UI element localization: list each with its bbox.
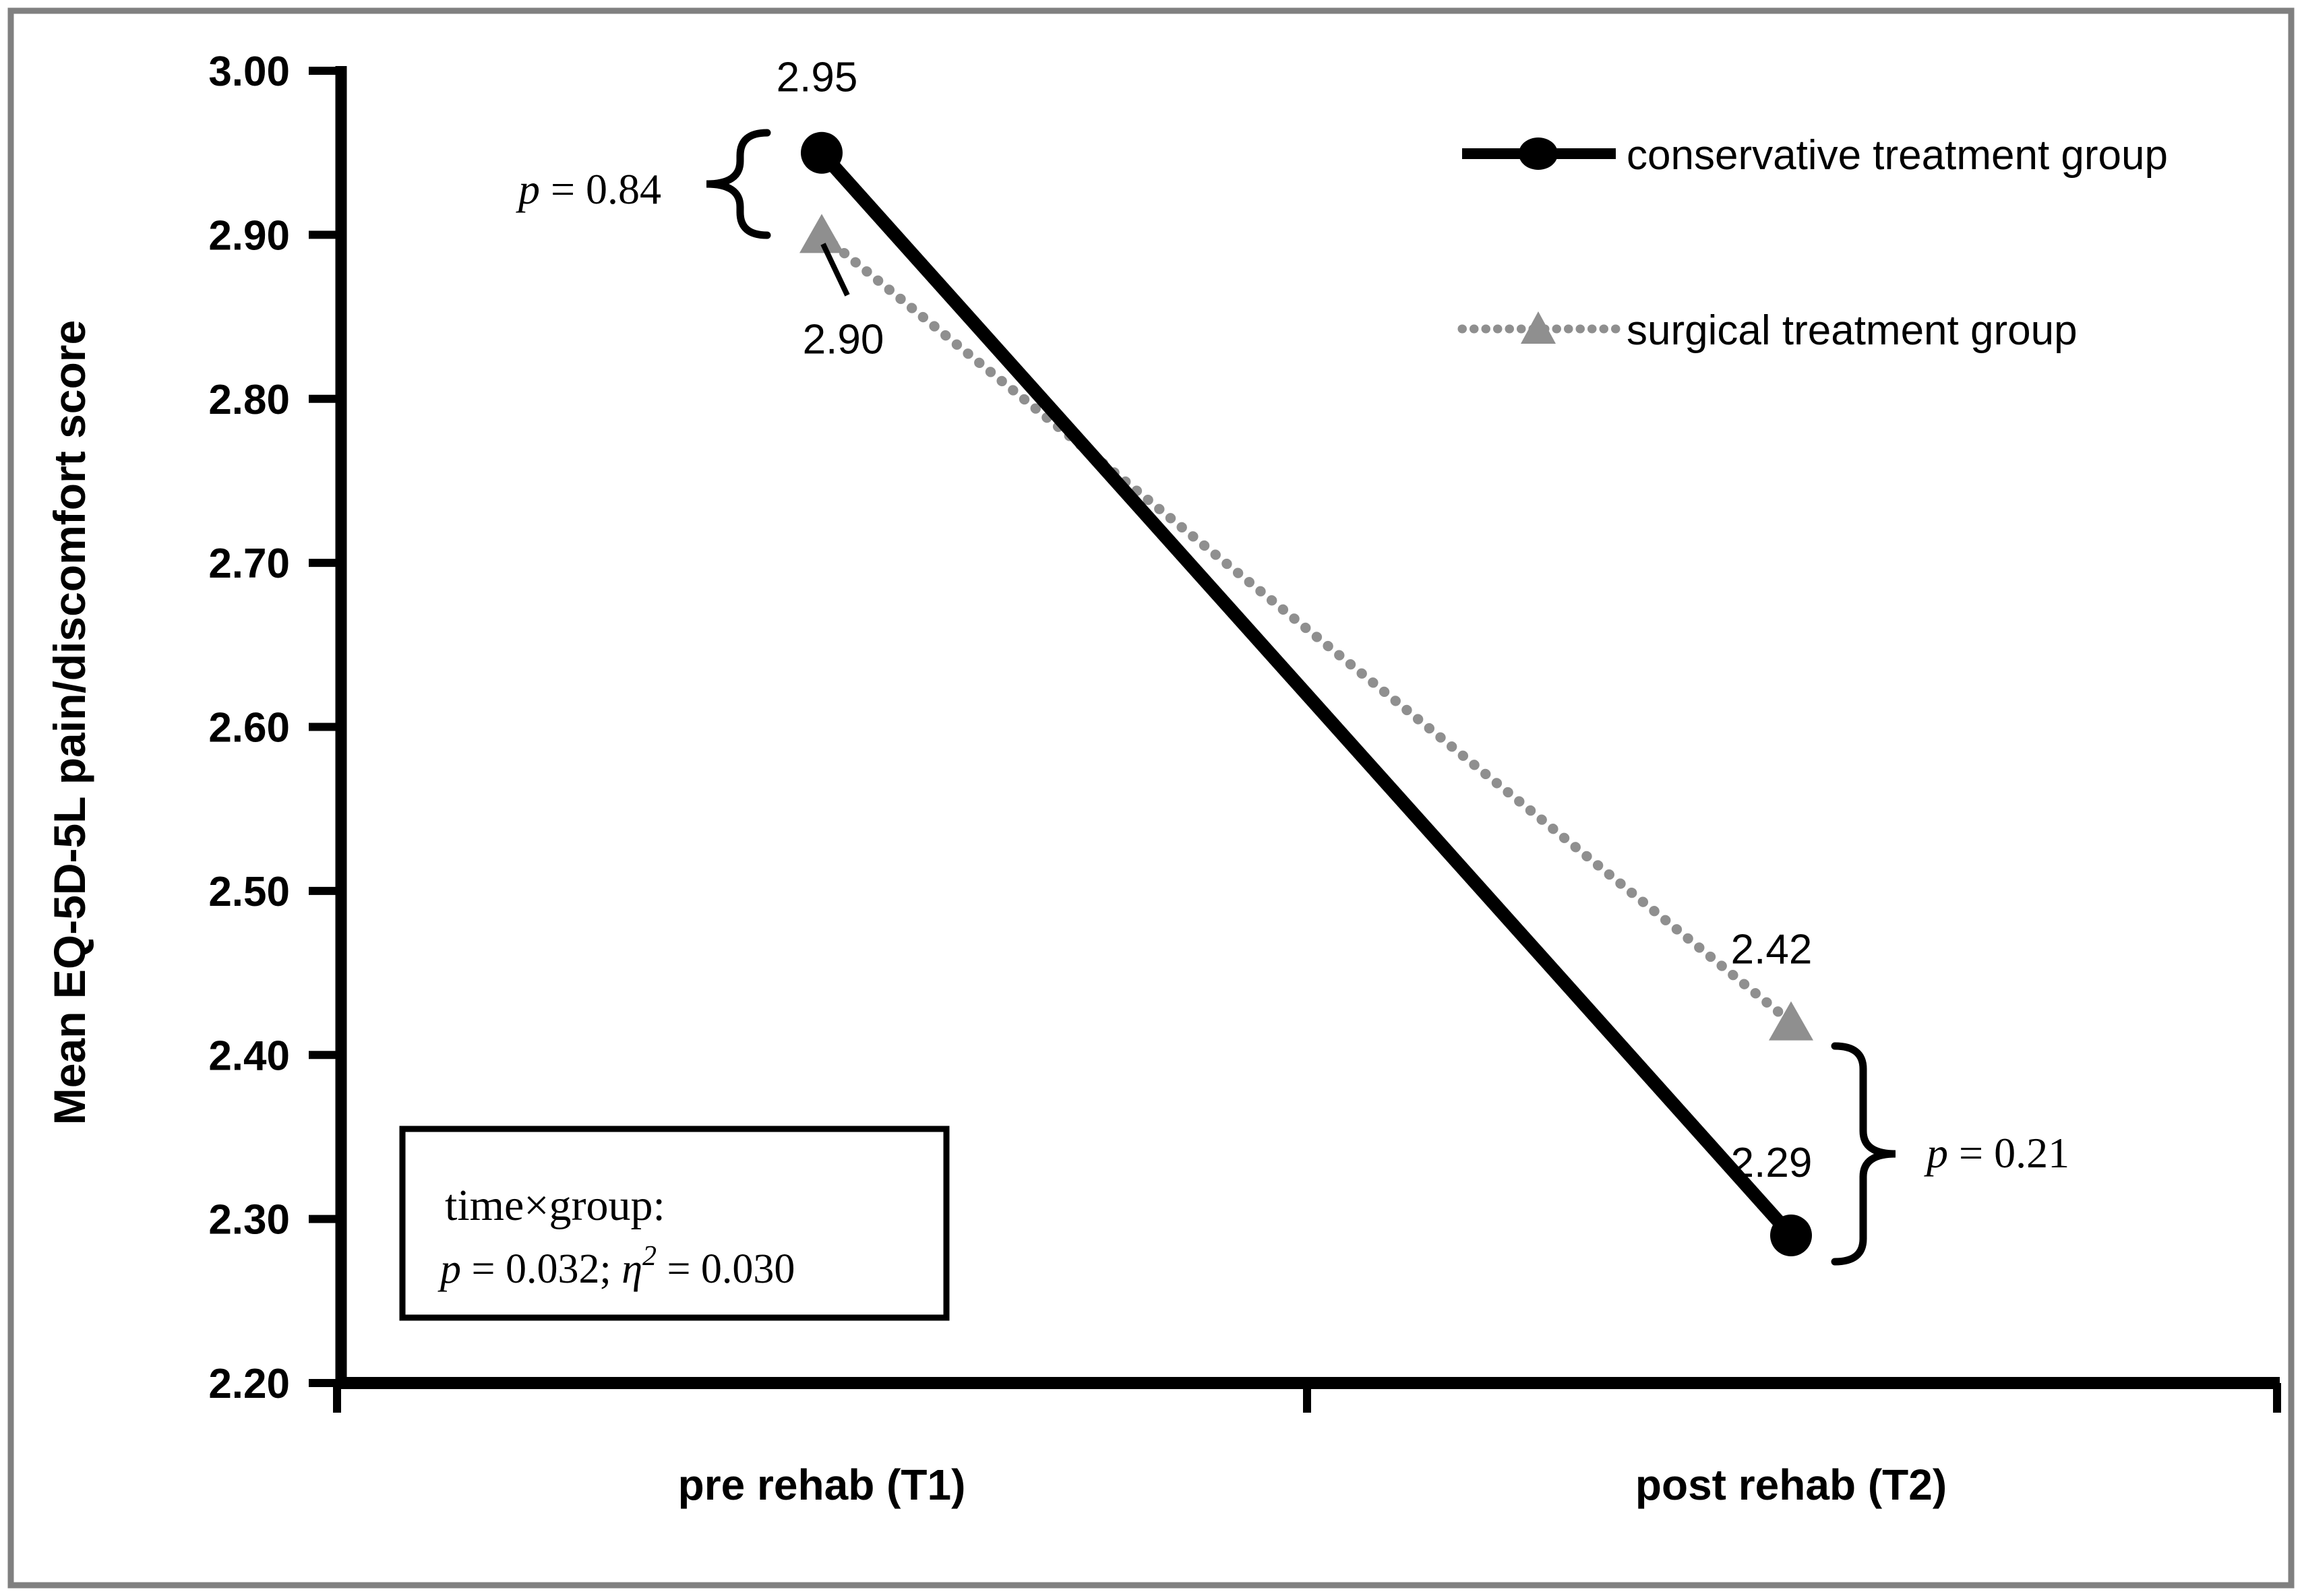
series-line-dotted bbox=[816, 229, 1796, 1028]
legend-item-conservative: conservative treatment group bbox=[1462, 132, 2168, 179]
x-tick-label-t2: post rehab (T2) bbox=[1635, 1461, 1947, 1509]
p-value-label-t2: p = 0.21 bbox=[1924, 1129, 2069, 1177]
y-tick-label: 2.70 bbox=[208, 541, 290, 587]
x-axis-ticks bbox=[333, 1383, 2281, 1413]
y-tick-label: 3.00 bbox=[208, 49, 290, 95]
annotation-layer: p = 0.84 p = 0.21 bbox=[516, 129, 2069, 1266]
data-label: 2.42 bbox=[1731, 927, 1813, 973]
legend-label-surgical: surgical treatment group bbox=[1627, 307, 2078, 354]
data-label: 2.90 bbox=[803, 316, 884, 363]
y-axis: 2.20 2.30 2.40 2.50 2.60 2.70 2.80 2.90 3.00 Mea… bbox=[44, 49, 347, 1407]
x-tick-label-t1: pre rehab (T1) bbox=[678, 1461, 966, 1509]
data-label-leader-line bbox=[820, 243, 850, 297]
data-label: 2.95 bbox=[777, 55, 858, 101]
p-value-annotation-t1: p = 0.84 bbox=[516, 129, 771, 239]
p-value-annotation-t2: p = 0.21 bbox=[1831, 1042, 2069, 1266]
y-tick-label: 2.20 bbox=[208, 1361, 290, 1407]
series-surgical: 2.90 2.42 bbox=[799, 214, 1813, 1041]
y-tick-label: 2.50 bbox=[208, 869, 290, 915]
series-line-solid bbox=[816, 148, 1796, 1240]
x-axis: pre rehab (T1) post rehab (T2) bbox=[333, 1377, 2281, 1509]
y-tick-label: 2.80 bbox=[208, 377, 290, 423]
y-axis-ticks: 2.20 2.30 2.40 2.50 2.60 2.70 2.80 2.90 3.00 bbox=[208, 49, 342, 1407]
data-point-circle-icon bbox=[801, 131, 843, 174]
legend-circle-marker-icon bbox=[1519, 137, 1558, 170]
data-label: 2.29 bbox=[1731, 1140, 1813, 1186]
p-value-label-t1: p = 0.84 bbox=[516, 165, 661, 213]
series-conservative: 2.95 2.29 bbox=[777, 55, 1813, 1256]
series-layer: 2.90 2.42 2.95 2.29 bbox=[777, 55, 1813, 1256]
legend: conservative treatment group surgical tr… bbox=[1457, 132, 2168, 354]
y-tick-label: 2.60 bbox=[208, 705, 290, 751]
figure-border bbox=[7, 7, 2295, 1589]
y-tick-label: 2.40 bbox=[208, 1033, 290, 1079]
legend-triangle-marker-icon bbox=[1521, 311, 1556, 344]
data-point-triangle-icon bbox=[1769, 1001, 1813, 1041]
interaction-annotation-box: time×group: p = 0.032; η2 = 0.030 bbox=[399, 1126, 950, 1321]
y-tick-label: 2.30 bbox=[208, 1197, 290, 1244]
annotation-box-frame bbox=[399, 1126, 950, 1321]
t1-brace bbox=[706, 129, 771, 239]
t2-brace bbox=[1831, 1042, 1896, 1266]
legend-item-surgical: surgical treatment group bbox=[1457, 307, 2078, 354]
y-tick-label: 2.90 bbox=[208, 212, 290, 259]
annotation-box-line2: p = 0.032; η2 = 0.030 bbox=[437, 1241, 795, 1292]
annotation-box-line1: time×group: bbox=[445, 1181, 665, 1230]
legend-label-conservative: conservative treatment group bbox=[1627, 132, 2168, 179]
data-point-circle-icon bbox=[1770, 1214, 1812, 1256]
data-point-triangle-icon bbox=[799, 214, 844, 253]
y-axis-title: Mean EQ-5D-5L pain/discomfort score bbox=[44, 320, 94, 1125]
